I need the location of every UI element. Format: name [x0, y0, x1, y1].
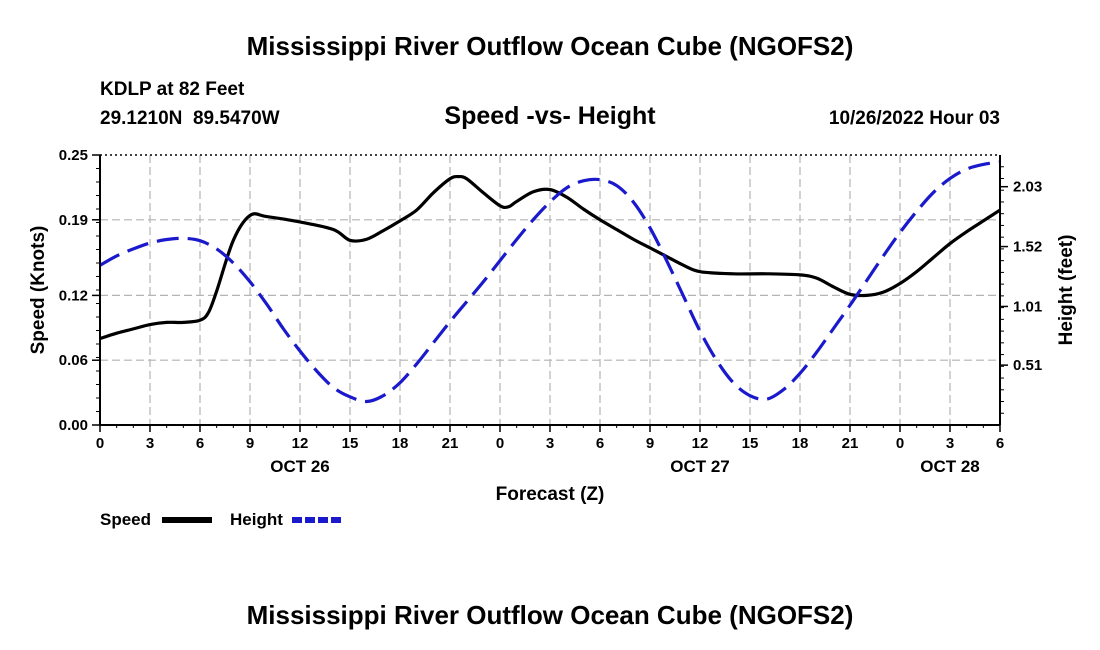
x-tick-label: 12: [292, 435, 309, 452]
series-line-speed: [99, 174, 1001, 341]
x-tick-label: 18: [392, 435, 409, 452]
x-tick-label: 6: [596, 435, 604, 452]
date-label: OCT 27: [670, 457, 730, 476]
x-tick-label: 6: [996, 435, 1004, 452]
x-tick-label: 3: [146, 435, 154, 452]
y-left-tick-label: 0.00: [59, 417, 88, 434]
y-right-tick-label: 2.03: [1013, 179, 1042, 196]
x-tick-label: 12: [692, 435, 709, 452]
y-axis-left-label: Speed (Knots): [28, 226, 49, 355]
x-tick-label: 21: [442, 435, 459, 452]
coords-label: 29.1210N 89.5470W: [100, 108, 280, 129]
axes: [92, 154, 1008, 432]
x-tick-label: 18: [792, 435, 809, 452]
x-tick-label: 0: [96, 435, 104, 452]
x-tick-label: 15: [742, 435, 759, 452]
x-tick-label: 6: [196, 435, 204, 452]
x-axis-label: Forecast (Z): [496, 484, 605, 505]
y-left-tick-label: 0.19: [59, 212, 88, 229]
legend-height-label: Height: [230, 510, 283, 529]
x-tick-label: 9: [246, 435, 254, 452]
x-tick-label: 3: [546, 435, 554, 452]
page-title: Mississippi River Outflow Ocean Cube (NG…: [247, 31, 854, 61]
footer-title: Mississippi River Outflow Ocean Cube (NG…: [247, 600, 854, 630]
grid: [100, 155, 1000, 425]
y-right-tick-label: 1.01: [1013, 298, 1042, 315]
x-tick-label: 0: [896, 435, 904, 452]
tick-labels: 0 3 6 9 12 15 18 21 0 3 6 9 12 15 18 21 0 3 6 OCT 26 OCT 27 O…: [59, 147, 1042, 476]
y-axis-right-label: Height (feet): [1056, 235, 1077, 346]
x-tick-label: 15: [342, 435, 359, 452]
station-label: KDLP at 82 Feet: [100, 79, 245, 100]
series-layer: [99, 160, 1001, 404]
y-right-tick-label: 1.52: [1013, 239, 1042, 256]
chart-title: Speed -vs- Height: [444, 102, 656, 130]
legend-speed-label: Speed: [100, 510, 151, 529]
legend: Speed Height: [100, 510, 342, 529]
date-label: OCT 28: [920, 457, 980, 476]
x-tick-label: 3: [946, 435, 954, 452]
date-label: OCT 26: [270, 457, 330, 476]
timestamp-label: 10/26/2022 Hour 03: [829, 108, 1000, 129]
y-right-tick-label: 0.51: [1013, 357, 1042, 374]
x-tick-label: 0: [496, 435, 504, 452]
series-line-height: [99, 160, 1001, 404]
y-left-tick-label: 0.12: [59, 287, 88, 304]
x-tick-label: 21: [842, 435, 859, 452]
y-left-tick-label: 0.06: [59, 352, 88, 369]
y-left-tick-label: 0.25: [59, 147, 88, 164]
x-tick-label: 9: [646, 435, 654, 452]
